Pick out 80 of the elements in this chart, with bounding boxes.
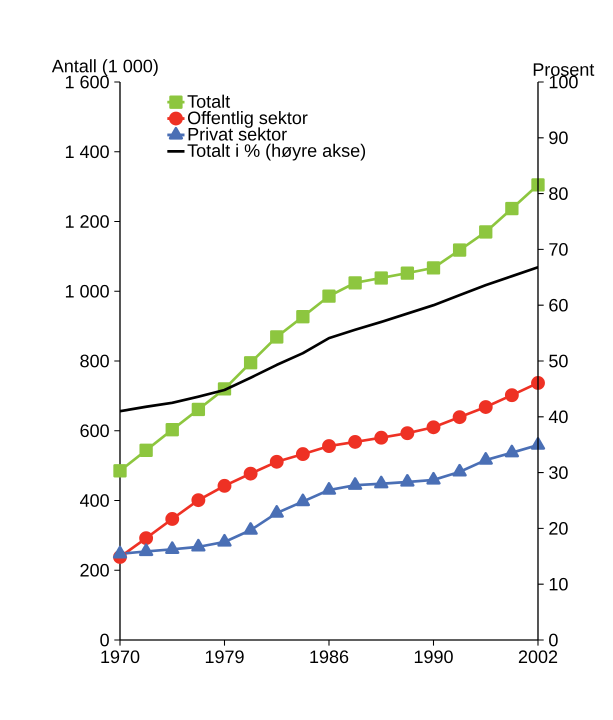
point [217, 534, 232, 547]
point [296, 494, 310, 506]
x-tick-label: 1986 [310, 650, 348, 664]
y2-tick-label: 90 [549, 131, 568, 144]
point [531, 376, 545, 390]
point [478, 452, 493, 465]
point [244, 522, 258, 535]
legend-label: Privat sektor [188, 127, 287, 141]
point [165, 512, 180, 526]
point [452, 410, 467, 424]
y2-tick-label: 20 [549, 522, 568, 535]
point [270, 505, 284, 518]
point [452, 464, 467, 477]
y-tick-label: 1 200 [66, 215, 109, 228]
point [374, 271, 388, 285]
point [166, 423, 179, 436]
point [348, 276, 362, 290]
point [244, 356, 258, 370]
point [192, 402, 206, 416]
point [244, 466, 258, 481]
point [348, 434, 362, 449]
point [374, 430, 388, 445]
point [112, 546, 128, 559]
point [165, 541, 180, 554]
point [531, 178, 545, 192]
y-tick-label: 800 [80, 354, 109, 368]
y-tick-label: 1 000 [66, 284, 109, 298]
y2-tick-label: 30 [549, 466, 568, 479]
point [191, 538, 206, 552]
x-tick-label: 2002 [518, 650, 558, 664]
point [270, 330, 284, 344]
legend-label: Totalt [188, 94, 230, 108]
point [139, 531, 154, 546]
point [296, 310, 310, 324]
y-tick-label: 400 [80, 494, 109, 507]
y2-tick-label: 10 [550, 578, 568, 591]
y2-tick-label: 40 [548, 410, 568, 424]
point [505, 202, 519, 216]
point [322, 482, 336, 495]
y2-tick-label: 70 [549, 243, 568, 256]
y2-tick-label: 60 [549, 298, 568, 312]
point [322, 289, 336, 303]
point [218, 478, 232, 493]
point [426, 472, 441, 485]
legend-label: Offentlig sektor [188, 111, 308, 128]
x-tick-label: 1970 [101, 650, 140, 664]
point [478, 400, 493, 414]
y-tick-label: 0 [100, 634, 109, 646]
point [530, 437, 546, 450]
x-tick-label: 1979 [206, 650, 244, 664]
point [479, 225, 492, 239]
y-tick-label: 600 [80, 424, 109, 438]
point [348, 477, 362, 490]
point [452, 243, 466, 257]
point [322, 439, 336, 454]
y2-axis-title: Prosent [534, 63, 594, 76]
y-tick-label: 200 [80, 564, 109, 577]
y2-tick-label: 50 [549, 354, 568, 368]
point [374, 476, 388, 488]
point [191, 493, 206, 508]
point [113, 464, 127, 478]
point [400, 426, 414, 440]
y2-tick-label: 100 [550, 76, 578, 88]
point [270, 454, 284, 469]
point [400, 266, 414, 280]
y-axis-title: Antall (1 000) [52, 59, 158, 76]
y-tick-label: 1 600 [66, 76, 109, 88]
x-tick-label: 1990 [414, 650, 453, 664]
point [400, 474, 414, 487]
y-tick-label: 1 400 [66, 145, 109, 158]
point [504, 444, 519, 458]
legend-label: Totalt i % (høyre akse) [188, 144, 366, 161]
point [139, 444, 153, 457]
point [426, 261, 440, 275]
point [504, 388, 519, 402]
point [296, 447, 310, 462]
point [139, 543, 154, 556]
y2-tick-label: 80 [549, 187, 568, 200]
y2-tick-label: 0 [549, 634, 558, 646]
point [426, 420, 440, 434]
